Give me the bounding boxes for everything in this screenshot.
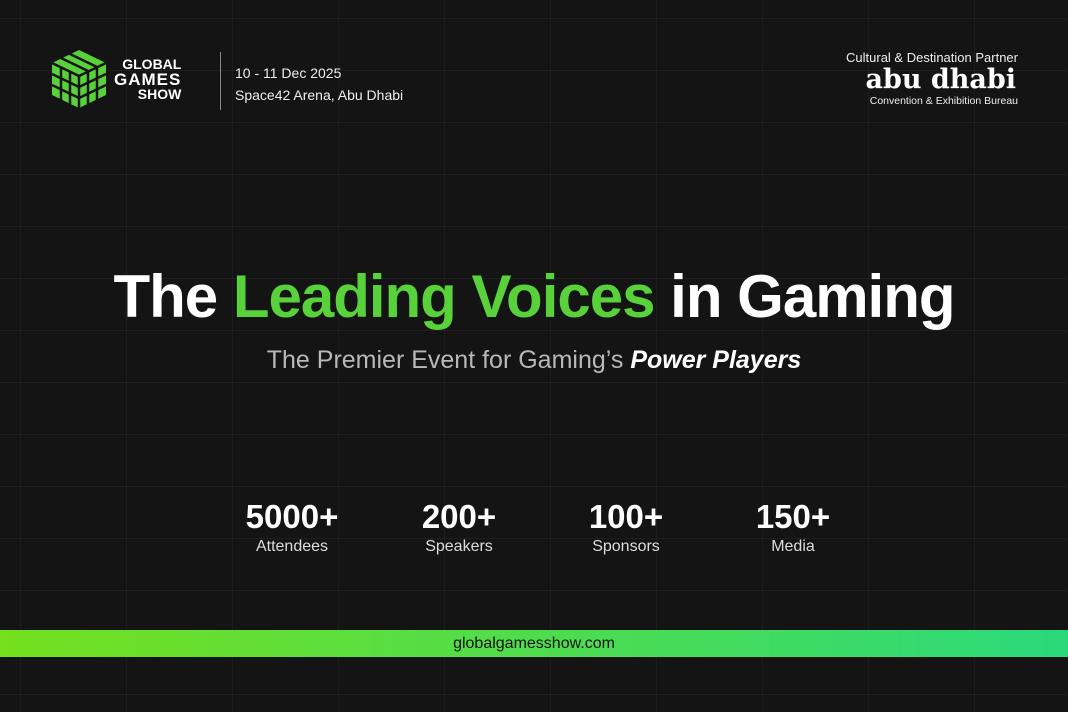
logo-line-3: SHOW: [137, 85, 182, 102]
footer-url-bar: globalgamesshow.com: [0, 630, 1068, 657]
event-venue: Space42 Arena, Abu Dhabi: [235, 87, 404, 103]
stat-value: 5000+: [245, 498, 339, 535]
tagline-plain: The Premier Event for Gaming’s: [266, 346, 631, 374]
stat-media: 150+ Media: [713, 498, 873, 556]
global-games-show-logo: GLOBAL GAMES SHOW: [50, 48, 181, 110]
stat-value: 200+: [421, 498, 497, 535]
stat-sponsors: 100+ Sponsors: [546, 498, 706, 556]
headline-part-2: in Gaming: [654, 263, 955, 330]
partner-subtitle: Convention & Exhibition Bureau: [869, 95, 1018, 107]
headline-part-1: The: [113, 263, 233, 330]
event-dates: 10 - 11 Dec 2025: [235, 65, 342, 81]
partner-label: Cultural & Destination Partner: [846, 50, 1018, 65]
logo-line-1: GLOBAL: [122, 55, 182, 72]
headline: The Leading Voices in Gaming: [0, 262, 1068, 331]
cube-logo-icon: [51, 50, 107, 108]
tagline-bold: Power Players: [630, 346, 802, 374]
tagline: The Premier Event for Gaming’s Power Pla…: [0, 346, 1068, 375]
stat-label: Attendees: [255, 538, 329, 555]
logo-wordmark: GLOBAL GAMES SHOW: [114, 55, 182, 102]
partner-logo: abu dhabi: [865, 64, 1016, 95]
stat-label: Media: [771, 538, 815, 555]
stat-label: Sponsors: [592, 538, 660, 555]
stat-value: 100+: [588, 498, 664, 535]
stat-attendees: 5000+ Attendees: [212, 498, 372, 556]
partner-block: Cultural & Destination Partner abu dhabi…: [846, 50, 1018, 107]
stat-value: 150+: [755, 498, 831, 535]
header-divider: [220, 52, 221, 110]
logo-line-2: GAMES: [114, 69, 182, 89]
stat-speakers: 200+ Speakers: [379, 498, 539, 556]
headline-highlight: Leading Voices: [232, 263, 656, 330]
event-info: 10 - 11 Dec 2025 Space42 Arena, Abu Dhab…: [235, 62, 403, 106]
website-link[interactable]: globalgamesshow.com: [453, 635, 615, 652]
stat-label: Speakers: [425, 538, 493, 555]
